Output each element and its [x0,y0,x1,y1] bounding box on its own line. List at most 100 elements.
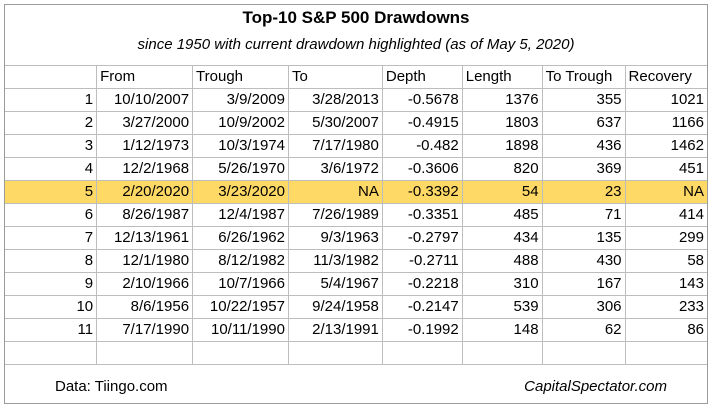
cell-to-trough: 306 [541,295,626,319]
cell-trough: 8/12/1982 [192,249,289,273]
cell-length: 820 [461,157,543,181]
cell-from: 3/27/2000 [96,111,194,135]
cell-rank: 1 [5,88,98,112]
cell-depth: -0.2797 [381,226,463,250]
cell-rank: 10 [5,295,98,319]
cell-rank: 4 [5,157,98,181]
cell-recovery: 143 [624,272,707,296]
cell-length: 54 [461,180,543,204]
table-row: 10 8/6/1956 10/22/1957 9/24/1958 -0.2147 539 3… [5,295,707,319]
table-title: Top-10 S&P 500 Drawdowns [242,8,470,27]
drawdowns-sheet: Top-10 S&P 500 Drawdowns since 1950 with… [4,4,708,404]
cell-length: 488 [461,249,543,273]
cell-trough: 10/3/1974 [192,134,289,158]
cell-to: 2/13/1991 [287,318,383,342]
cell-trough: 10/9/2002 [192,111,289,135]
table-row: 9 2/10/1966 10/7/1966 5/4/1967 -0.2218 310 167… [5,272,707,296]
cell-from: 12/2/1968 [96,157,194,181]
empty-cell [192,341,289,365]
cell-from: 10/10/2007 [96,88,194,112]
header-rank [5,65,98,89]
table-row: 3 1/12/1973 10/3/1974 7/17/1980 -0.482 1898 43… [5,134,707,158]
cell-length: 1898 [461,134,543,158]
cell-depth: -0.3351 [381,203,463,227]
cell-to: 7/17/1980 [287,134,383,158]
cell-to: 11/3/1982 [287,249,383,273]
cell-trough: 5/26/1970 [192,157,289,181]
cell-depth: -0.2218 [381,272,463,296]
cell-to-trough: 355 [541,88,626,112]
cell-recovery: 1462 [624,134,707,158]
cell-recovery: 58 [624,249,707,273]
table-row: 1 10/10/2007 3/9/2009 3/28/2013 -0.5678 1376 3… [5,88,707,112]
cell-recovery: 414 [624,203,707,227]
table-row: 8 12/1/1980 8/12/1982 11/3/1982 -0.2711 488 43… [5,249,707,273]
cell-rank: 7 [5,226,98,250]
cell-to-trough: 430 [541,249,626,273]
table-row: 11 7/17/1990 10/11/1990 2/13/1991 -0.1992 148… [5,318,707,342]
header-row: From Trough To Depth Length To Trough Re… [5,65,707,89]
cell-to-trough: 167 [541,272,626,296]
cell-recovery: 1021 [624,88,707,112]
header-trough: Trough [192,65,289,89]
empty-cell [541,341,626,365]
empty-cell [287,341,383,365]
cell-depth: -0.2711 [381,249,463,273]
cell-from: 2/10/1966 [96,272,194,296]
cell-recovery: 1166 [624,111,707,135]
cell-depth: -0.4915 [381,111,463,135]
cell-to: 5/4/1967 [287,272,383,296]
cell-length: 485 [461,203,543,227]
cell-to-trough: 135 [541,226,626,250]
cell-from: 12/1/1980 [96,249,194,273]
cell-depth: -0.3392 [381,180,463,204]
cell-trough: 10/7/1966 [192,272,289,296]
cell-to: 3/6/1972 [287,157,383,181]
empty-cell [461,341,543,365]
cell-rank: 9 [5,272,98,296]
cell-to-trough: 62 [541,318,626,342]
cell-depth: -0.5678 [381,88,463,112]
cell-length: 310 [461,272,543,296]
cell-trough: 12/4/1987 [192,203,289,227]
cell-rank: 5 [5,180,98,204]
cell-recovery: 86 [624,318,707,342]
cell-from: 2/20/2020 [96,180,194,204]
header-to-trough: To Trough [541,65,626,89]
cell-from: 8/26/1987 [96,203,194,227]
brand-credit: CapitalSpectator.com [524,378,667,395]
header-to: To [287,65,383,89]
cell-to-trough: 637 [541,111,626,135]
table-row: 5 2/20/2020 3/23/2020 NA -0.3392 54 23 NA [5,180,707,204]
table-row: 2 3/27/2000 10/9/2002 5/30/2007 -0.4915 1803 6… [5,111,707,135]
cell-depth: -0.482 [381,134,463,158]
table-row: 6 8/26/1987 12/4/1987 7/26/1989 -0.3351 485 71… [5,203,707,227]
header-length: Length [461,65,543,89]
cell-recovery: 451 [624,157,707,181]
cell-rank: 3 [5,134,98,158]
cell-recovery: 299 [624,226,707,250]
cell-recovery: 233 [624,295,707,319]
table-subtitle: since 1950 with current drawdown highlig… [137,36,575,53]
header-recovery: Recovery [624,65,707,89]
cell-from: 12/13/1961 [96,226,194,250]
cell-length: 1376 [461,88,543,112]
cell-length: 148 [461,318,543,342]
cell-to: 7/26/1989 [287,203,383,227]
cell-depth: -0.3606 [381,157,463,181]
cell-trough: 10/22/1957 [192,295,289,319]
data-source-note: Data: Tiingo.com [55,378,168,395]
table-body: From Trough To Depth Length To Trough Re… [5,65,707,365]
cell-to-trough: 436 [541,134,626,158]
cell-rank: 6 [5,203,98,227]
cell-to: 9/3/1963 [287,226,383,250]
cell-rank: 11 [5,318,98,342]
empty-row [5,341,707,365]
table-row: 7 12/13/1961 6/26/1962 9/3/1963 -0.2797 434 13… [5,226,707,250]
header-from: From [96,65,194,89]
cell-length: 1803 [461,111,543,135]
cell-trough: 10/11/1990 [192,318,289,342]
cell-trough: 3/23/2020 [192,180,289,204]
cell-to: NA [287,180,383,204]
cell-from: 8/6/1956 [96,295,194,319]
